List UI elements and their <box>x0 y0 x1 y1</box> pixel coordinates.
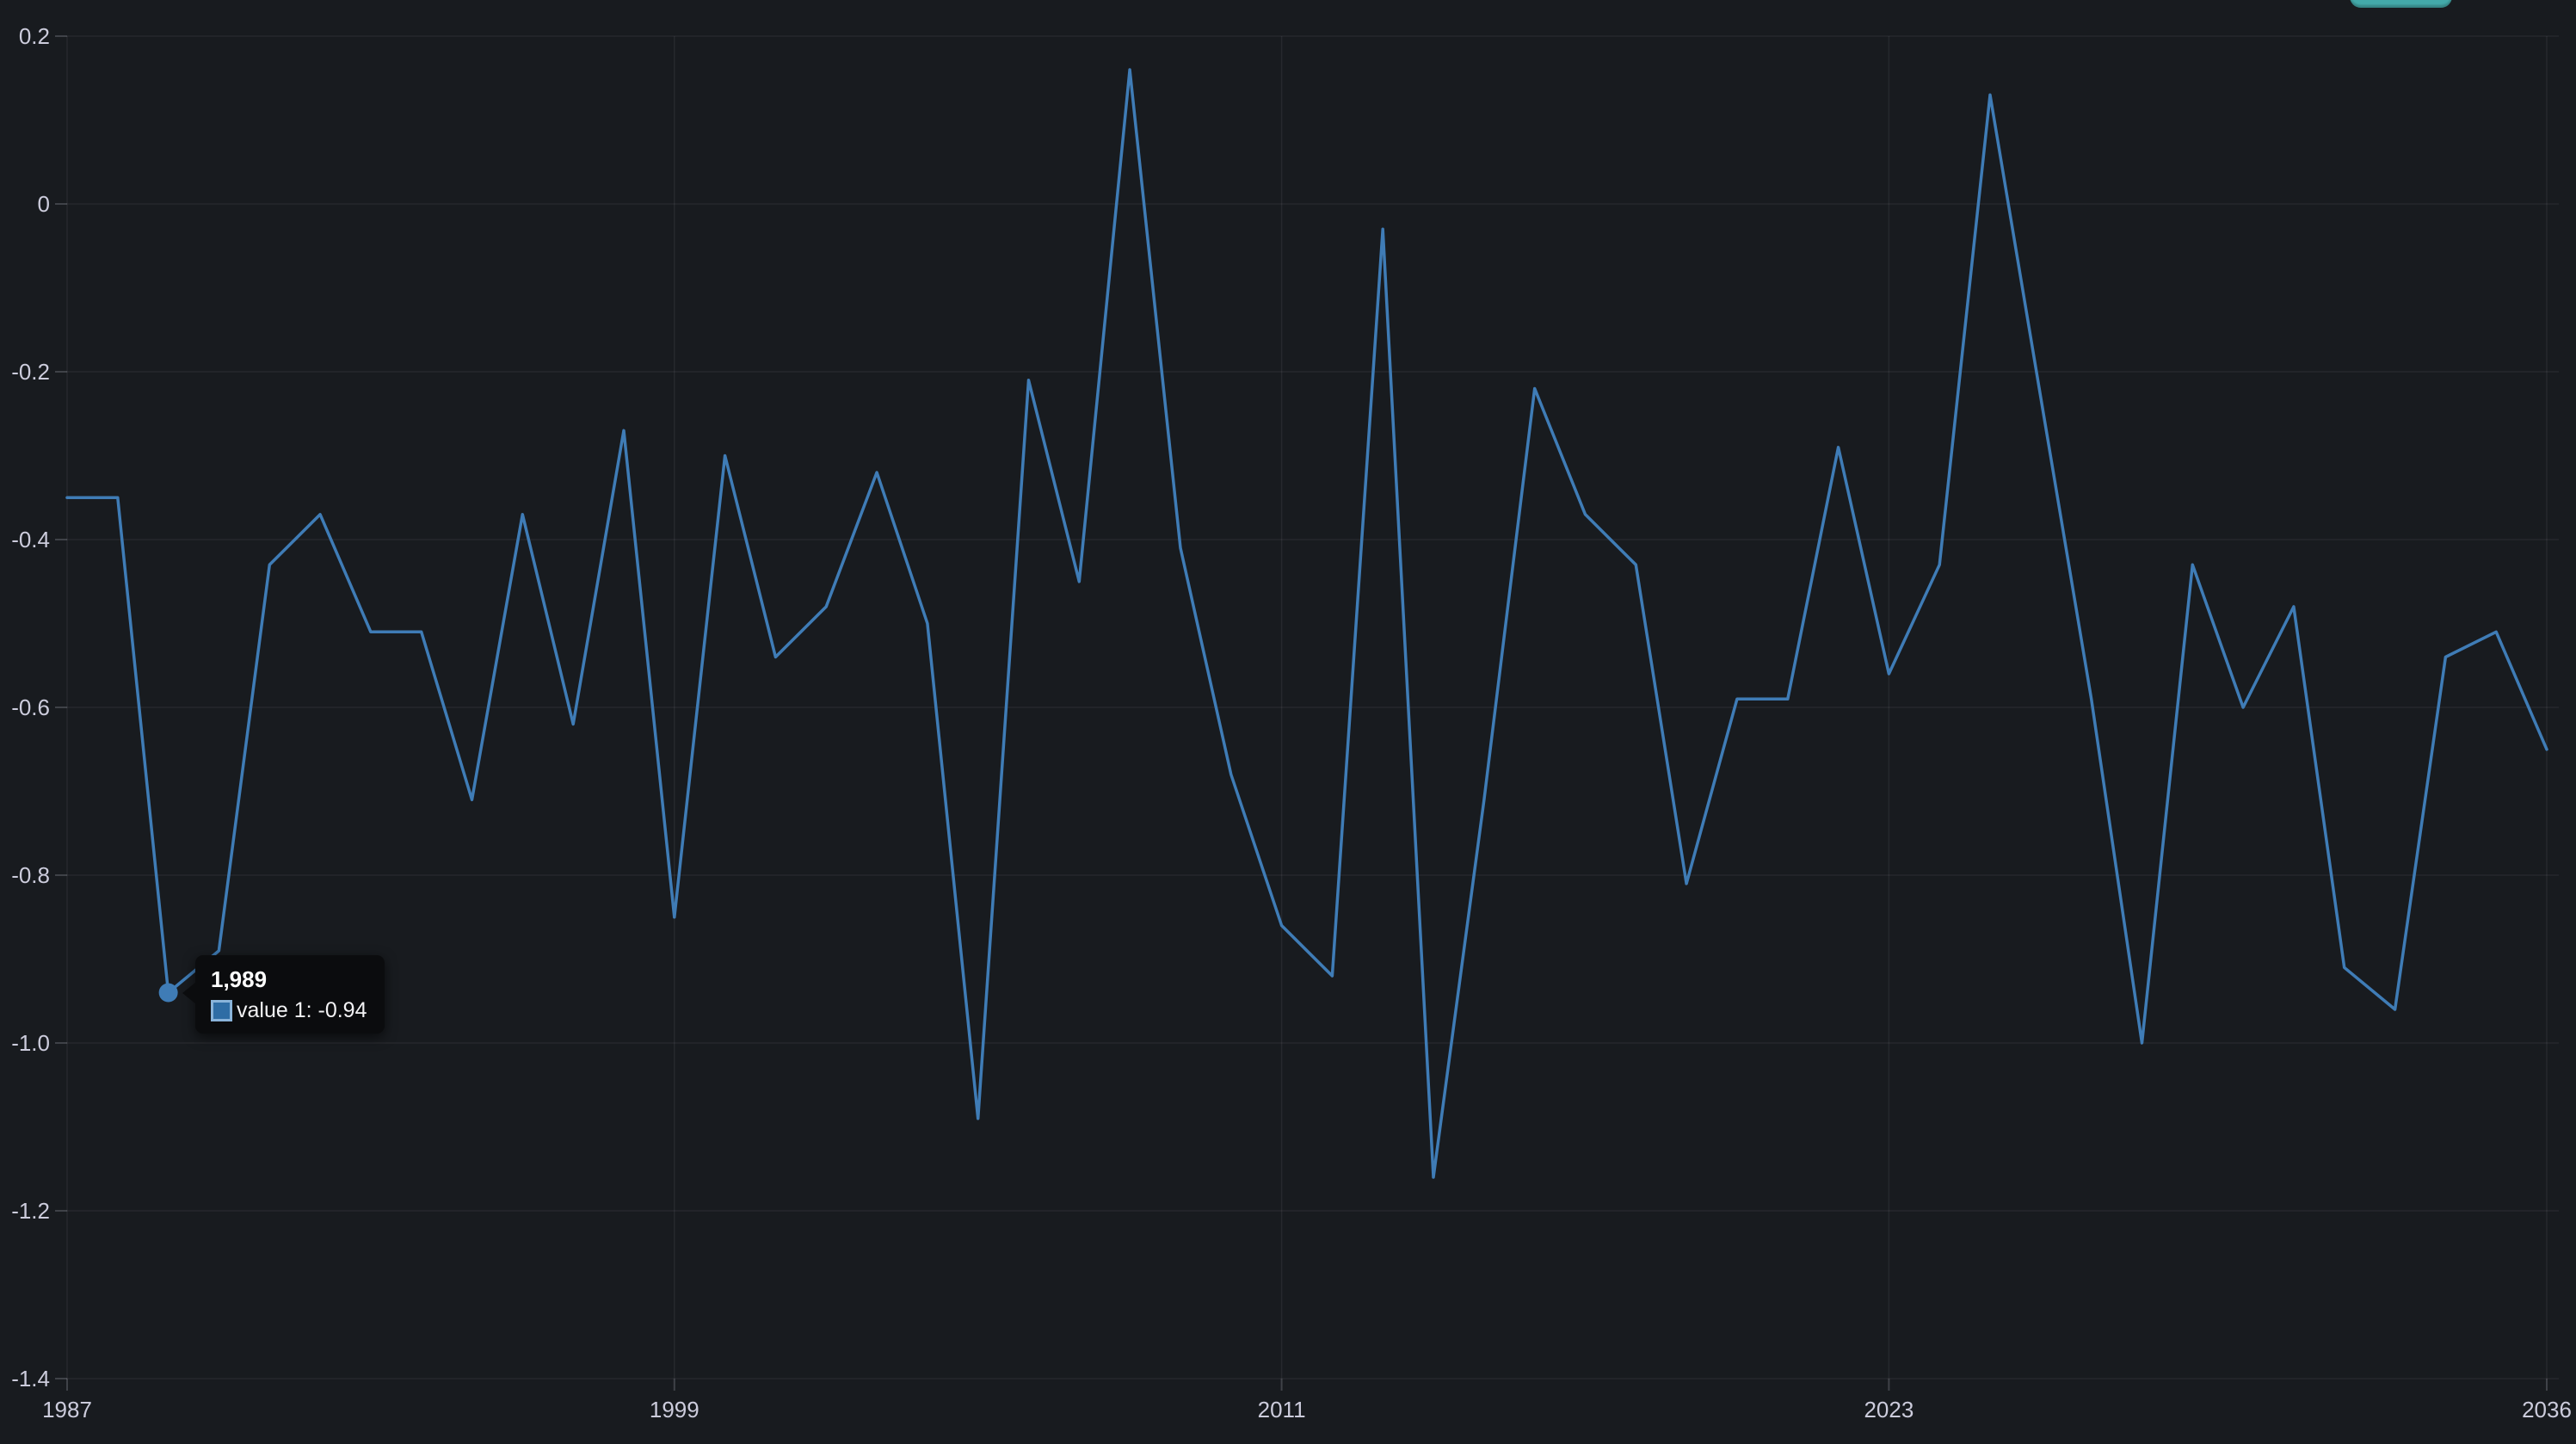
y-axis-label: -0.2 <box>11 359 50 385</box>
y-axis-label: 0 <box>38 191 50 217</box>
y-axis-label: -1.0 <box>11 1030 50 1056</box>
x-axis-label: 2036 <box>2522 1397 2572 1422</box>
top-right-button[interactable] <box>2350 0 2452 8</box>
y-axis-label: -0.4 <box>11 527 50 552</box>
y-axis-label: -0.6 <box>11 694 50 720</box>
x-axis-label: 2011 <box>1258 1397 1306 1422</box>
y-axis-label: 0.2 <box>19 23 50 49</box>
y-axis-label: -1.4 <box>11 1366 50 1392</box>
y-axis-label: -1.2 <box>11 1198 50 1224</box>
tooltip-series-text: value 1: -0.94 <box>237 998 367 1022</box>
x-axis-label: 2023 <box>1864 1397 1914 1422</box>
series-line-value-1 <box>65 68 2548 1179</box>
tooltip-arrow <box>182 982 196 1004</box>
series-color-swatch <box>211 999 232 1021</box>
x-axis-label: 1987 <box>42 1397 92 1422</box>
highlighted-point[interactable] <box>158 983 178 1003</box>
tooltip-title: 1,989 <box>211 966 268 992</box>
y-axis-label: -0.8 <box>11 862 50 888</box>
tooltip: 1,989 value 1: -0.94 <box>182 955 385 1034</box>
x-axis-label: 1999 <box>650 1397 699 1422</box>
tooltip-series-row: value 1: -0.94 <box>211 998 367 1022</box>
